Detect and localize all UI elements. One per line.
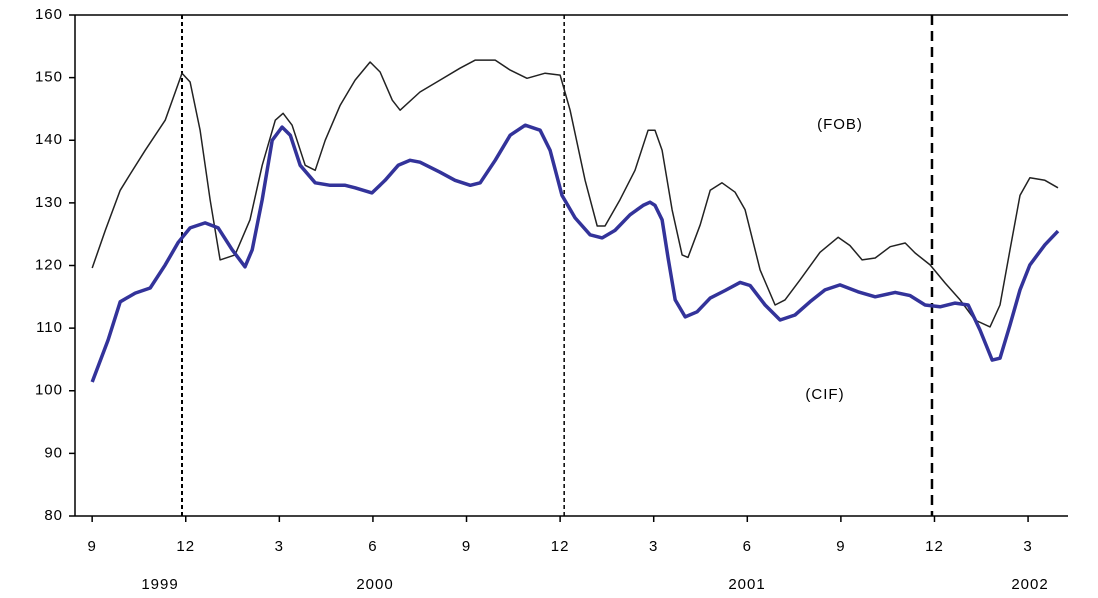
y-tick-label: 80: [44, 507, 63, 524]
x-tick-label: 9: [462, 538, 471, 555]
x-tick-label: 3: [649, 538, 658, 555]
y-tick-label: 120: [35, 256, 63, 273]
year-label: 2002: [1011, 576, 1048, 593]
x-tick-label: 12: [176, 538, 195, 555]
x-tick-label: 12: [925, 538, 944, 555]
x-tick-label: 12: [551, 538, 570, 555]
y-tick-label: 90: [44, 444, 63, 461]
year-label: 1999: [141, 576, 178, 593]
y-tick-label: 100: [35, 382, 63, 399]
y-tick-label: 110: [36, 319, 63, 336]
year-label: 2001: [728, 576, 765, 593]
y-tick-label: 150: [35, 69, 63, 86]
y-tick-label: 160: [35, 6, 63, 23]
year-label: 2000: [356, 576, 393, 593]
y-tick-label: 130: [35, 194, 63, 211]
x-tick-label: 6: [368, 538, 377, 555]
series-line: [90, 123, 1060, 383]
x-tick-label: 6: [743, 538, 752, 555]
series-line: [91, 59, 1059, 328]
x-tick-label: 9: [87, 538, 96, 555]
series-annotation: (FOB): [817, 116, 863, 133]
x-tick-label: 9: [836, 538, 845, 555]
series-annotation: (CIF): [805, 386, 844, 403]
x-tick-label: 3: [275, 538, 284, 555]
y-tick-label: 140: [35, 131, 63, 148]
x-tick-label: 3: [1023, 538, 1032, 555]
